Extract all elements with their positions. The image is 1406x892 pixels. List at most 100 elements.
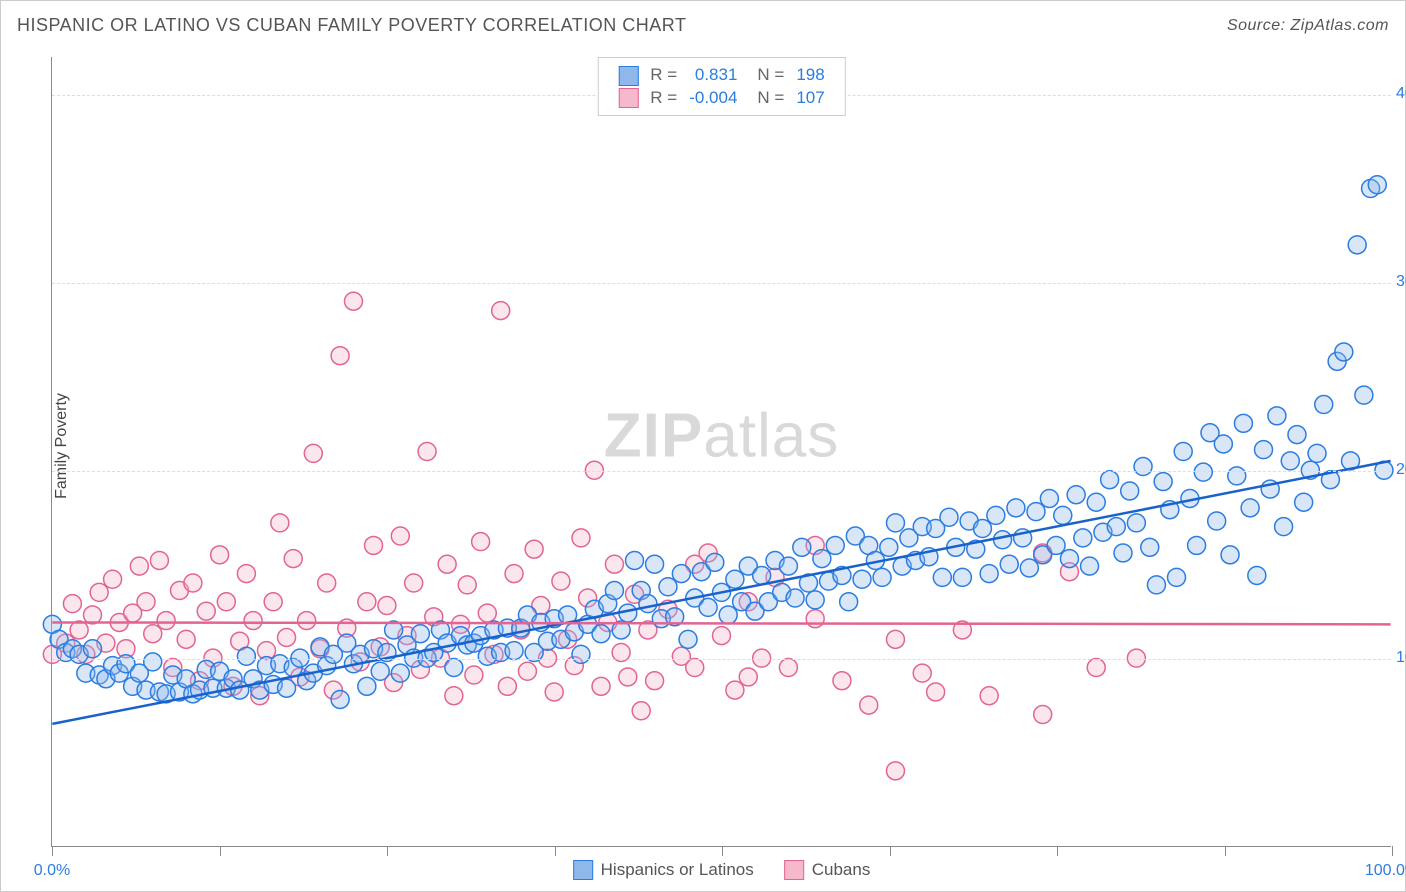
scatter-point bbox=[880, 538, 898, 556]
scatter-point bbox=[1208, 512, 1226, 530]
scatter-point bbox=[465, 666, 483, 684]
scatter-point bbox=[973, 520, 991, 538]
legend-stats-row: R =0.831N =198 bbox=[612, 64, 830, 87]
legend-swatch bbox=[573, 860, 593, 880]
legend-r-value: 0.831 bbox=[683, 64, 743, 87]
scatter-point bbox=[1248, 566, 1266, 584]
legend-series-item: Cubans bbox=[784, 860, 871, 880]
scatter-point bbox=[646, 672, 664, 690]
scatter-point bbox=[304, 444, 322, 462]
legend-n-label: N = bbox=[743, 87, 790, 110]
scatter-point bbox=[686, 659, 704, 677]
legend-series: Hispanics or LatinosCubans bbox=[573, 860, 871, 880]
gridline-h bbox=[52, 283, 1391, 284]
scatter-point bbox=[391, 527, 409, 545]
y-tick-label: 10.0% bbox=[1396, 649, 1406, 667]
scatter-point bbox=[298, 612, 316, 630]
scatter-point bbox=[826, 536, 844, 554]
scatter-point bbox=[672, 565, 690, 583]
x-tick bbox=[555, 846, 556, 856]
scatter-point bbox=[478, 604, 496, 622]
scatter-point bbox=[1081, 557, 1099, 575]
scatter-point bbox=[913, 664, 931, 682]
scatter-point bbox=[1221, 546, 1239, 564]
legend-stats-row: R =-0.004N =107 bbox=[612, 87, 830, 110]
x-tick bbox=[52, 846, 53, 856]
scatter-point bbox=[184, 574, 202, 592]
legend-series-label: Cubans bbox=[812, 860, 871, 880]
scatter-point bbox=[1154, 473, 1172, 491]
scatter-point bbox=[833, 672, 851, 690]
scatter-point bbox=[706, 553, 724, 571]
scatter-point bbox=[492, 302, 510, 320]
scatter-point bbox=[472, 533, 490, 551]
scatter-point bbox=[1308, 444, 1326, 462]
scatter-point bbox=[1348, 236, 1366, 254]
scatter-svg bbox=[52, 57, 1391, 846]
scatter-point bbox=[726, 681, 744, 699]
scatter-point bbox=[378, 597, 396, 615]
scatter-point bbox=[405, 574, 423, 592]
y-tick-label: 30.0% bbox=[1396, 273, 1406, 291]
scatter-point bbox=[572, 529, 590, 547]
source-prefix: Source: bbox=[1227, 17, 1291, 34]
chart-title: HISPANIC OR LATINO VS CUBAN FAMILY POVER… bbox=[17, 15, 686, 36]
scatter-point bbox=[840, 593, 858, 611]
scatter-point bbox=[331, 347, 349, 365]
scatter-point bbox=[572, 645, 590, 663]
scatter-point bbox=[1087, 659, 1105, 677]
scatter-point bbox=[1288, 426, 1306, 444]
scatter-point bbox=[1074, 529, 1092, 547]
scatter-point bbox=[619, 668, 637, 686]
scatter-point bbox=[545, 683, 563, 701]
scatter-point bbox=[505, 565, 523, 583]
scatter-point bbox=[753, 566, 771, 584]
scatter-point bbox=[284, 550, 302, 568]
scatter-point bbox=[1127, 514, 1145, 532]
scatter-point bbox=[358, 593, 376, 611]
legend-n-label: N = bbox=[743, 64, 790, 87]
scatter-point bbox=[806, 591, 824, 609]
scatter-point bbox=[626, 551, 644, 569]
scatter-point bbox=[1040, 489, 1058, 507]
scatter-point bbox=[1275, 518, 1293, 536]
scatter-point bbox=[739, 668, 757, 686]
scatter-point bbox=[1241, 499, 1259, 517]
scatter-point bbox=[63, 595, 81, 613]
scatter-point bbox=[860, 696, 878, 714]
legend-n-value: 198 bbox=[790, 64, 830, 87]
scatter-point bbox=[813, 550, 831, 568]
scatter-point bbox=[1134, 458, 1152, 476]
x-tick bbox=[1057, 846, 1058, 856]
legend-r-value: -0.004 bbox=[683, 87, 743, 110]
scatter-point bbox=[713, 627, 731, 645]
scatter-point bbox=[927, 683, 945, 701]
legend-r-label: R = bbox=[644, 64, 683, 87]
scatter-point bbox=[237, 565, 255, 583]
scatter-point bbox=[1194, 463, 1212, 481]
legend-n-value: 107 bbox=[790, 87, 830, 110]
legend-stats: R =0.831N =198R =-0.004N =107 bbox=[597, 57, 845, 116]
scatter-point bbox=[659, 578, 677, 596]
x-tick bbox=[1225, 846, 1226, 856]
y-tick-label: 20.0% bbox=[1396, 461, 1406, 479]
scatter-point bbox=[646, 555, 664, 573]
scatter-point bbox=[1054, 506, 1072, 524]
scatter-point bbox=[1335, 343, 1353, 361]
scatter-point bbox=[278, 628, 296, 646]
scatter-point bbox=[933, 568, 951, 586]
scatter-point bbox=[1101, 471, 1119, 489]
scatter-point bbox=[1214, 435, 1232, 453]
scatter-point bbox=[438, 555, 456, 573]
scatter-point bbox=[90, 583, 108, 601]
x-tick bbox=[220, 846, 221, 856]
scatter-point bbox=[150, 551, 168, 569]
scatter-point bbox=[632, 702, 650, 720]
x-tick bbox=[890, 846, 891, 856]
scatter-point bbox=[445, 659, 463, 677]
source-attribution: Source: ZipAtlas.com bbox=[1227, 17, 1389, 35]
legend-swatch bbox=[784, 860, 804, 880]
scatter-point bbox=[1315, 396, 1333, 414]
scatter-point bbox=[505, 642, 523, 660]
scatter-point bbox=[1000, 555, 1018, 573]
